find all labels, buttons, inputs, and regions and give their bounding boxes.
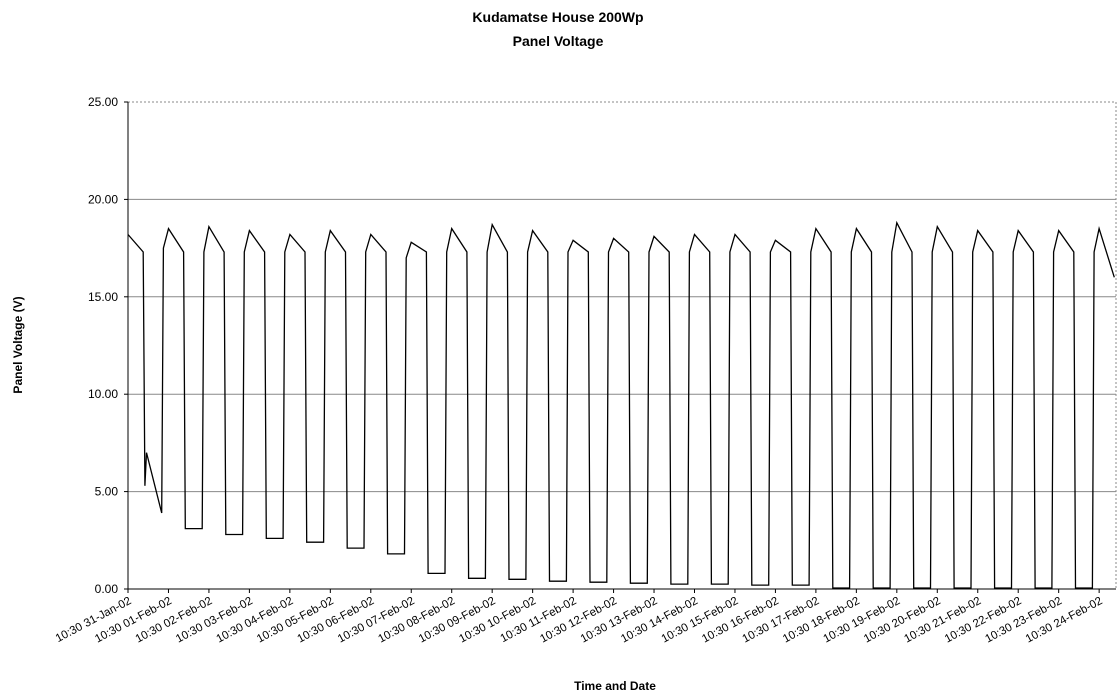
y-tick-label: 0.00 — [95, 582, 119, 596]
voltage-line — [127, 220, 1115, 589]
chart-title: Kudamatse House 200Wp — [472, 9, 643, 25]
y-tick-label: 5.00 — [95, 485, 119, 499]
y-tick-label: 15.00 — [88, 290, 118, 304]
y-axis-title: Panel Voltage (V) — [11, 296, 25, 393]
y-tick-label: 25.00 — [88, 95, 118, 109]
y-tick-label: 10.00 — [88, 387, 118, 401]
x-axis-title: Time and Date — [574, 679, 656, 693]
chart-subtitle: Panel Voltage — [513, 33, 604, 49]
y-tick-label: 20.00 — [88, 192, 118, 206]
